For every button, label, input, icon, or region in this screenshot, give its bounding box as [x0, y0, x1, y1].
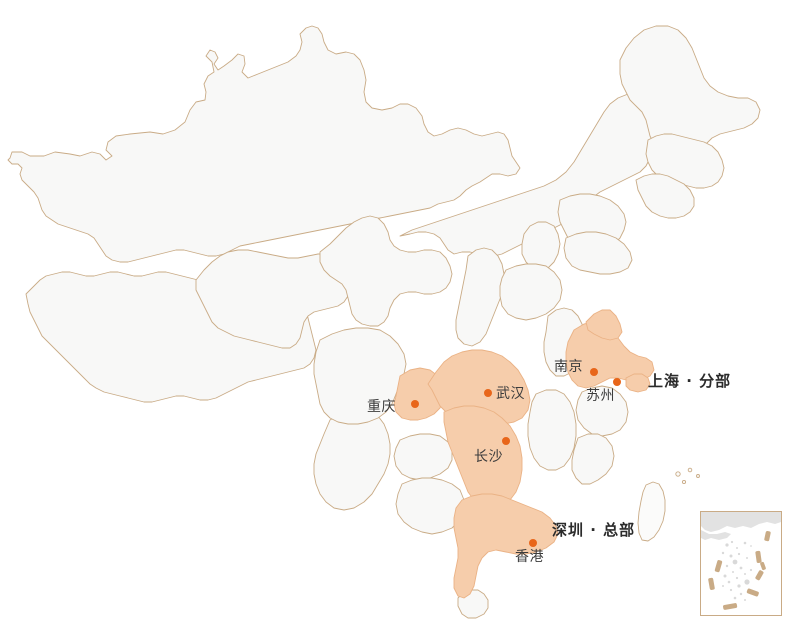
city-marker-hongkong[interactable] [529, 539, 537, 547]
island-dot-1 [675, 471, 681, 477]
city-label-hongkong[interactable]: 香港 [515, 549, 544, 565]
province-base-layer [7, 25, 761, 619]
city-label-shenzhen[interactable]: 深圳 · 总部 [552, 521, 636, 539]
inset-landmass-lower [701, 530, 731, 540]
island-dot-4 [681, 479, 687, 485]
province-shaanxi[interactable] [455, 247, 505, 347]
island-dot-2 [687, 467, 693, 473]
province-guangdong-highlight[interactable] [453, 493, 559, 599]
inset-island-slivers [708, 530, 771, 610]
island-taiwan[interactable] [637, 481, 666, 542]
province-guizhou[interactable] [393, 433, 453, 481]
province-sichuan[interactable] [313, 327, 407, 425]
city-marker-suzhou[interactable] [613, 378, 621, 386]
province-jiangsu-north-highlight[interactable] [585, 309, 623, 341]
south-china-sea-inset[interactable] [700, 511, 782, 616]
province-liaoning[interactable] [635, 173, 695, 219]
province-qinghai[interactable] [195, 249, 351, 349]
province-shanxi[interactable] [521, 221, 561, 271]
province-zhejiang[interactable] [575, 385, 629, 437]
inset-reef-dots [721, 540, 753, 601]
province-fujian[interactable] [571, 433, 615, 485]
province-highlight-layer [393, 309, 655, 599]
city-label-wuhan[interactable]: 武汉 [496, 386, 525, 402]
province-shanghai-highlight[interactable] [625, 373, 651, 393]
city-marker-layer [411, 368, 621, 547]
inset-landmass [701, 512, 781, 532]
city-marker-wuhan[interactable] [484, 389, 492, 397]
inset-canvas [701, 512, 781, 610]
city-marker-nanjing[interactable] [590, 368, 598, 376]
island-dot-3 [696, 474, 700, 478]
city-label-changsha[interactable]: 长沙 [474, 449, 503, 465]
province-xinjiang[interactable] [7, 25, 521, 263]
city-label-nanjing[interactable]: 南京 [554, 359, 583, 375]
province-gansu[interactable] [319, 215, 453, 327]
province-heilongjiang[interactable] [619, 25, 761, 157]
city-label-suzhou[interactable]: 苏州 [586, 388, 615, 404]
city-marker-changsha[interactable] [502, 437, 510, 445]
province-jiangxi[interactable] [527, 389, 577, 471]
province-hunan-highlight[interactable] [443, 405, 523, 509]
city-label-shanghai[interactable]: 上海 · 分部 [648, 372, 732, 390]
city-marker-chongqing[interactable] [411, 400, 419, 408]
city-label-chongqing[interactable]: 重庆 [367, 399, 396, 415]
province-shandong[interactable] [563, 231, 633, 275]
province-henan[interactable] [499, 263, 563, 321]
